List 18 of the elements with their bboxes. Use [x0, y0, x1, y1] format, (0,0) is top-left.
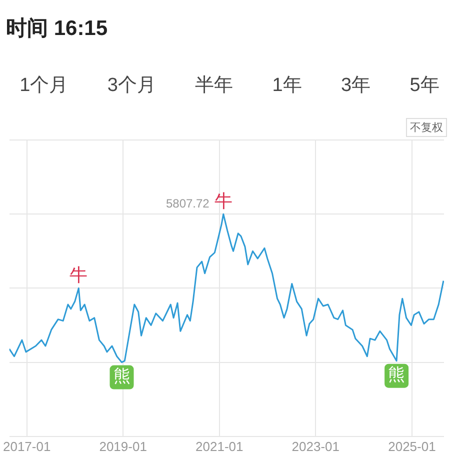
annotation: 5807.72	[166, 196, 210, 210]
text: 1年	[272, 74, 302, 98]
text: 3个月	[107, 74, 156, 98]
annotation: 牛	[214, 190, 232, 212]
x-tick-label: 2021-01	[196, 438, 244, 454]
text: 1个月	[20, 74, 68, 98]
annotation: 熊	[113, 366, 130, 387]
annotation: 牛	[70, 264, 88, 286]
text: 5年	[410, 74, 440, 98]
x-tick-label: 2023-01	[292, 438, 340, 454]
x-tick-label: 2019-01	[99, 438, 147, 454]
x-tick-label: 2017-01	[2, 438, 51, 454]
text: 3年	[341, 74, 371, 98]
chart-title: 时间 16:15	[6, 16, 108, 42]
text: 半年	[195, 74, 234, 98]
x-tick-label: 2025-01	[388, 438, 436, 454]
annotation: 熊	[388, 365, 406, 386]
chart-subtitle: 不复权	[406, 118, 447, 137]
